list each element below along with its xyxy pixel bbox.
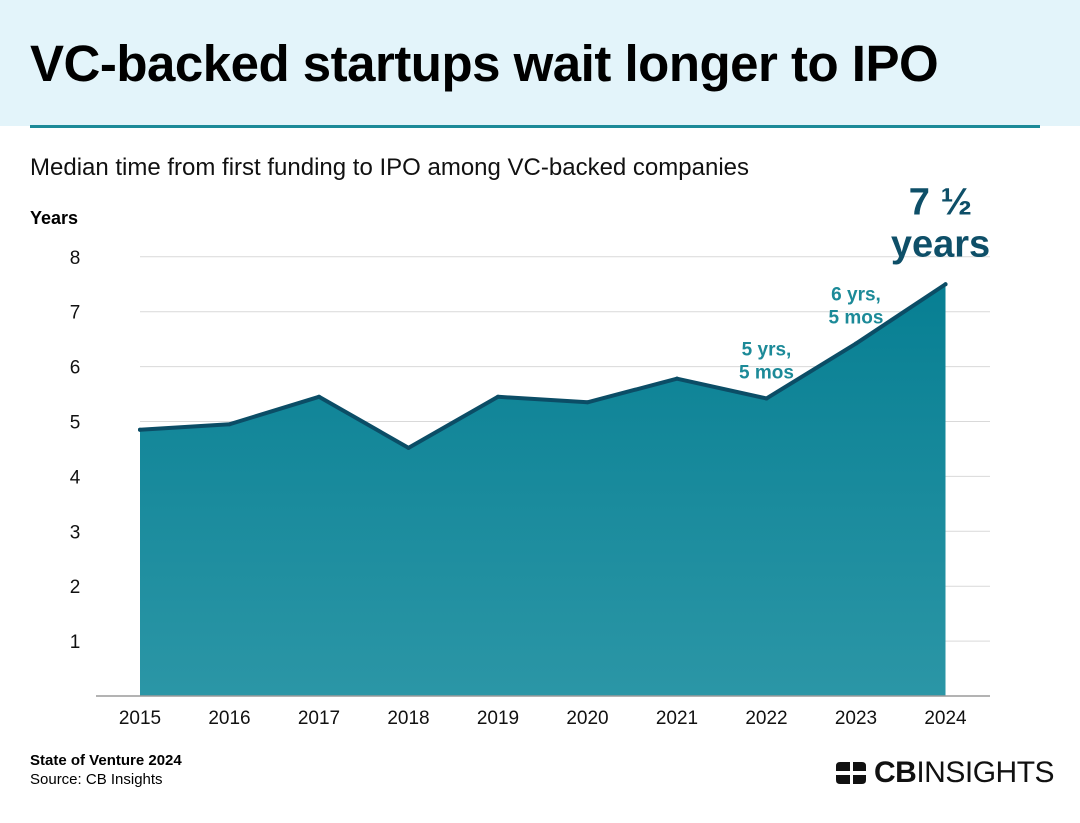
x-tick-label: 2019 [477, 708, 519, 729]
annotation-2023-line-0: 6 yrs, [831, 285, 881, 306]
x-tick-label: 2021 [656, 708, 698, 729]
area-fill [140, 284, 946, 696]
x-tick-label: 2018 [387, 708, 429, 729]
x-tick-label: 2015 [119, 708, 161, 729]
data-point-2019 [496, 394, 500, 399]
brand-logo: CBINSIGHTS [834, 756, 1055, 789]
x-tick-label: 2017 [298, 708, 340, 729]
brand-name-regular: INSIGHTS [916, 756, 1055, 789]
x-tick-label: 2020 [566, 708, 608, 729]
series-line [138, 282, 948, 450]
data-point-2016 [227, 422, 232, 427]
y-tick-label: 8 [70, 248, 81, 269]
data-point-2015 [138, 427, 142, 432]
y-tick-label: 2 [70, 577, 81, 598]
data-point-2018 [406, 445, 411, 450]
brand-name-bold: CB [874, 756, 917, 789]
annotation-2022-line-1: 5 mos [739, 362, 794, 383]
report-name: State of Venture 2024 [30, 752, 182, 769]
annotation-2022-line-0: 5 yrs, [742, 339, 792, 360]
y-tick-label: 6 [70, 358, 81, 379]
y-tick-label: 7 [70, 303, 81, 324]
title-divider [30, 125, 1040, 128]
chart-labels: 1 2 3 4 5 6 7 8 Years 2015 2016 2017 2018 2019 2020 202… [30, 181, 990, 729]
y-tick-label: 4 [70, 467, 81, 488]
x-tick-label: 2022 [745, 708, 787, 729]
data-point-2022 [764, 396, 769, 401]
annotation-2023-line-1: 5 mos [829, 308, 884, 329]
annotation-2024-line-1: years [891, 223, 990, 265]
source-note: Source: CB Insights [30, 771, 163, 788]
data-point-2021 [675, 376, 679, 381]
chart-subtitle: Median time from first funding to IPO am… [30, 154, 749, 181]
y-tick-label: 1 [70, 632, 81, 653]
data-point-2020 [585, 400, 590, 405]
x-tick-label: 2024 [924, 708, 967, 729]
y-tick-label: 5 [70, 413, 81, 434]
brand-name: CBINSIGHTS [874, 756, 1055, 789]
data-point-2023 [854, 341, 858, 346]
area-series [138, 282, 948, 696]
y-tick-label: 3 [70, 522, 81, 543]
cb-insights-logo-icon [836, 762, 866, 784]
y-axis-title: Years [30, 208, 78, 228]
chart-title: VC-backed startups wait longer to IPO [30, 35, 939, 92]
x-tick-label: 2023 [835, 708, 877, 729]
data-point-2024 [943, 282, 948, 287]
header-band [0, 0, 1080, 126]
annotation-2024-line-0: 7 ½ [909, 181, 972, 223]
x-tick-label: 2016 [208, 708, 250, 729]
data-point-2017 [317, 394, 321, 399]
